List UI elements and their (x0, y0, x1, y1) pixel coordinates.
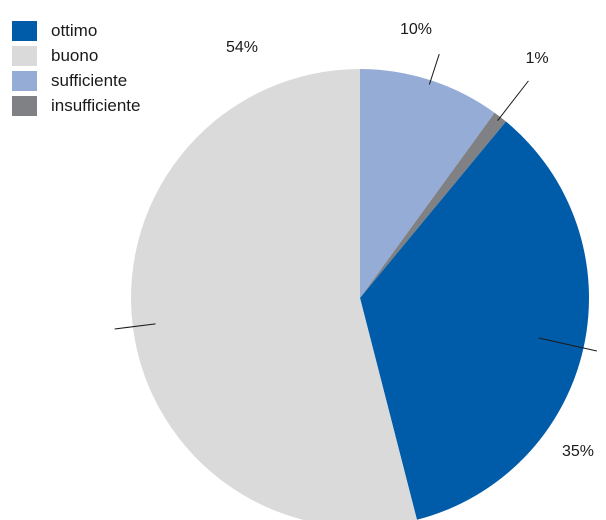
pie-slice-buono (131, 69, 417, 520)
data-labels: 10% 1% 35% 54% (226, 21, 594, 460)
legend: ottimo buono sufficiente insufficiente (12, 18, 140, 118)
data-label-ottimo: 35% (562, 443, 594, 460)
legend-item-sufficiente: sufficiente (12, 68, 140, 93)
pie-slices (131, 69, 590, 520)
legend-label-insufficiente: insufficiente (51, 95, 141, 115)
legend-swatch-ottimo (12, 20, 37, 41)
data-label-insufficiente: 1% (525, 50, 548, 67)
legend-item-buono: buono (12, 43, 140, 68)
legend-label-buono: buono (51, 45, 99, 65)
legend-swatch-buono (12, 45, 37, 66)
legend-label-ottimo: ottimo (51, 20, 98, 40)
data-label-buono: 54% (226, 39, 258, 56)
legend-swatch-sufficiente (12, 70, 37, 91)
legend-item-insufficiente: insufficiente (12, 93, 140, 118)
legend-swatch-insufficiente (12, 95, 37, 116)
pie-slice-insufficiente (360, 112, 506, 299)
leader-line-insufficiente (497, 80, 529, 121)
leader-line-buono (114, 323, 156, 330)
legend-item-ottimo: ottimo (12, 18, 140, 43)
leader-line-sufficiente (428, 53, 440, 85)
leader-line-ottimo (538, 337, 597, 352)
data-label-sufficiente: 10% (400, 21, 432, 38)
pie-slice-sufficiente (360, 69, 495, 298)
pie-slice-ottimo (360, 121, 590, 520)
label-leader-lines (114, 53, 597, 352)
legend-label-sufficiente: sufficiente (51, 70, 128, 90)
